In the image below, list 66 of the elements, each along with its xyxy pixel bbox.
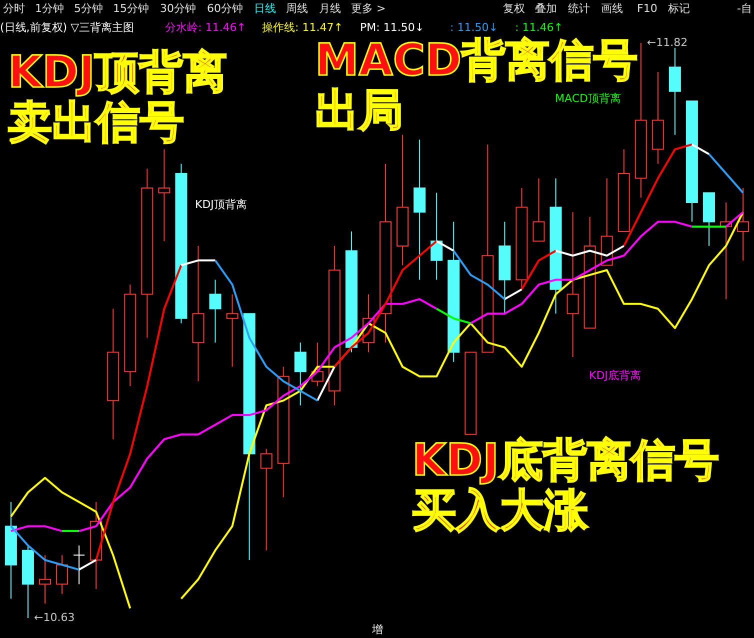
text: PM: 11.50↓ — [360, 21, 424, 34]
candlestick — [209, 279, 222, 344]
annotation: ←11.82 — [646, 36, 688, 49]
text: 叠加 — [535, 2, 557, 15]
annotation: 买入大涨 — [412, 485, 589, 536]
text: 月线 — [319, 2, 341, 15]
text: 复权 — [503, 2, 525, 15]
text: 更多 > — [351, 2, 386, 15]
candlestick — [4, 502, 17, 600]
candlestick — [448, 221, 460, 362]
candlestick — [566, 212, 579, 358]
annotation: KDJ底背离信号 — [412, 435, 719, 486]
text: F10 — [637, 2, 658, 15]
candlestick — [107, 308, 120, 440]
candlestick — [550, 178, 562, 314]
text: 1分钟 — [35, 2, 64, 15]
candlestick — [328, 245, 340, 406]
annotation: MACD顶背离 — [555, 92, 621, 105]
text: -自 — [737, 2, 752, 15]
annotation: 出局 — [315, 85, 403, 136]
text: 标记 — [667, 2, 690, 15]
text: 分时 — [3, 2, 25, 15]
text: 日线 — [254, 2, 276, 15]
text: 画线 — [601, 2, 623, 15]
candlestick — [175, 163, 188, 324]
candlestick — [516, 187, 528, 290]
text: 30分钟 — [160, 2, 196, 15]
candlestick — [39, 554, 52, 604]
annotation: ←10.63 — [34, 611, 75, 624]
text: 分水岭: 11.46↑ — [165, 21, 246, 34]
candlestick — [668, 47, 681, 136]
candlestick — [634, 42, 647, 198]
text: 15分钟 — [113, 2, 149, 15]
candlestick — [720, 202, 732, 300]
text: 周线 — [286, 2, 308, 15]
candlestick — [124, 284, 136, 387]
candlestick — [226, 294, 238, 368]
candlestick — [141, 168, 154, 338]
text: 60分钟 — [207, 2, 243, 15]
candlestick — [737, 187, 750, 261]
text: (日线,前复权) ▽三背离主图 — [0, 21, 134, 34]
candlestick — [652, 71, 664, 164]
candlestick — [277, 366, 290, 498]
candlestick — [380, 163, 392, 344]
candlestick — [414, 139, 426, 280]
candlestick — [498, 221, 511, 314]
annotation: KDJ顶背离 — [195, 198, 247, 211]
annotation: KDJ顶背离 — [8, 47, 227, 98]
candlestick — [158, 148, 170, 242]
annotation: KDJ底背离 — [589, 369, 641, 382]
candlestick — [396, 134, 409, 266]
text: 操作线: 11.47↑ — [262, 21, 343, 34]
candlestick — [311, 342, 324, 387]
text: 增 — [371, 623, 383, 636]
candlestick — [430, 192, 443, 280]
annotation: 卖出信号 — [8, 97, 184, 148]
candlestick — [294, 342, 306, 406]
candlestick — [362, 294, 374, 353]
text: 统计 — [568, 2, 590, 15]
annotation: MACD背离信号 — [315, 35, 638, 86]
candlestick — [90, 502, 102, 590]
candlestick — [192, 245, 204, 382]
text: : 11.46↑ — [515, 21, 563, 34]
text: : 11.50↓ — [450, 21, 498, 34]
text: 5分钟 — [74, 2, 103, 15]
candlestick — [56, 554, 68, 594]
